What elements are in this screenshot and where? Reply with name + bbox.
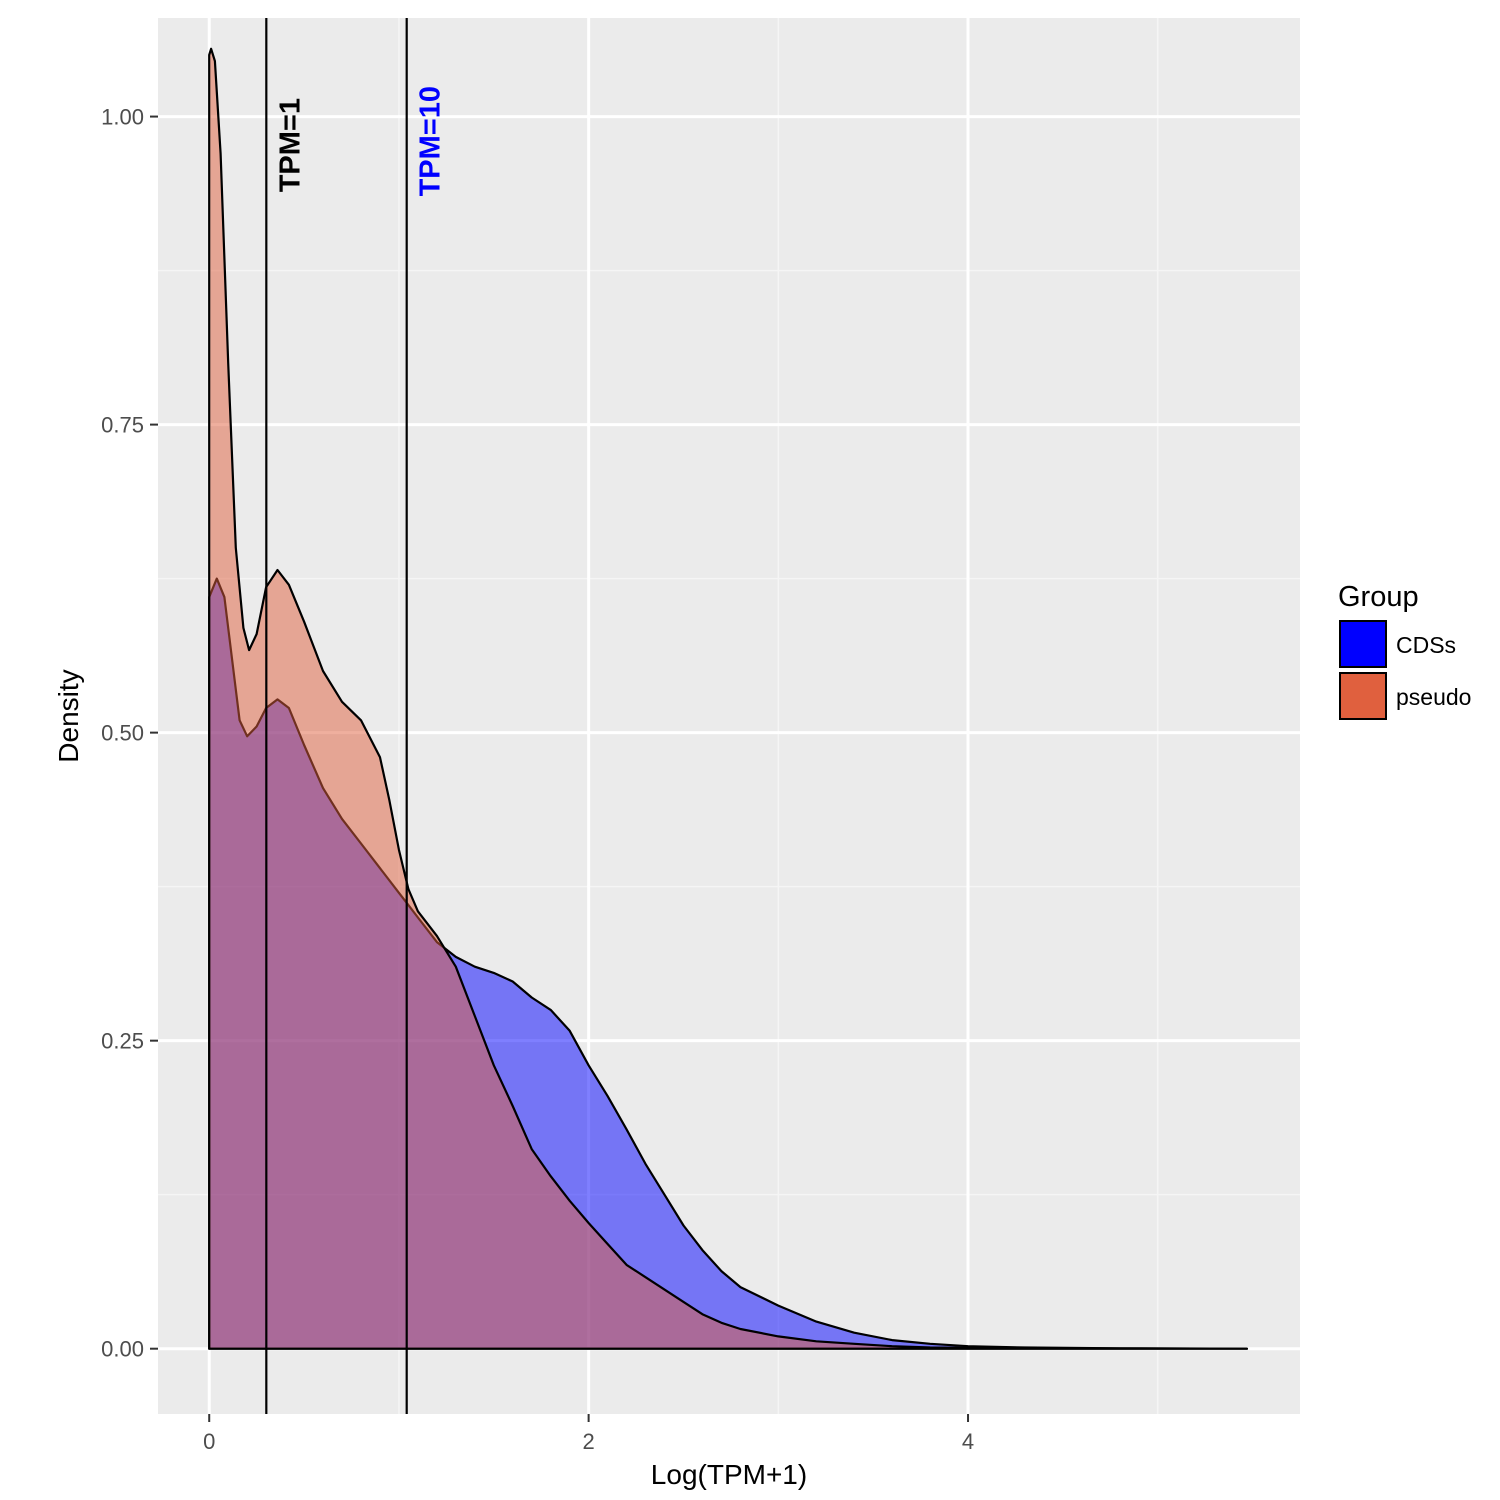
- y-axis-title: Density: [53, 669, 84, 762]
- y-tick-label: 0.75: [101, 413, 144, 438]
- legend-label-cdss: CDSs: [1396, 632, 1456, 658]
- y-tick-label: 0.50: [101, 721, 144, 746]
- x-tick-label: 0: [203, 1429, 215, 1454]
- legend-key-cdss: [1339, 620, 1387, 668]
- legend-entries: CDSs pseudo: [1339, 620, 1471, 720]
- legend: Group CDSs pseudo: [1338, 581, 1471, 720]
- reference-lines: TPM=1 TPM=10: [265, 18, 447, 1414]
- legend-title: Group: [1338, 581, 1419, 613]
- x-axis-title: Log(TPM+1): [651, 1459, 807, 1490]
- vline-label-0: TPM=1: [274, 98, 306, 192]
- density-area-pseudo: [208, 47, 1248, 1350]
- y-tick-label: 1.00: [101, 105, 144, 130]
- y-axis: 0.00 0.25 0.50 0.75 1.00: [101, 105, 158, 1362]
- y-tick-label: 0.00: [101, 1337, 144, 1362]
- x-tick-label: 4: [962, 1429, 974, 1454]
- legend-key-pseudo: [1339, 672, 1387, 720]
- density-areas: [208, 47, 1248, 1350]
- y-tick-label: 0.25: [101, 1029, 144, 1054]
- vline-label-1: TPM=10: [415, 86, 447, 196]
- x-axis: 0 2 4: [203, 1414, 974, 1454]
- x-tick-label: 2: [582, 1429, 594, 1454]
- legend-label-pseudo: pseudo: [1396, 684, 1471, 710]
